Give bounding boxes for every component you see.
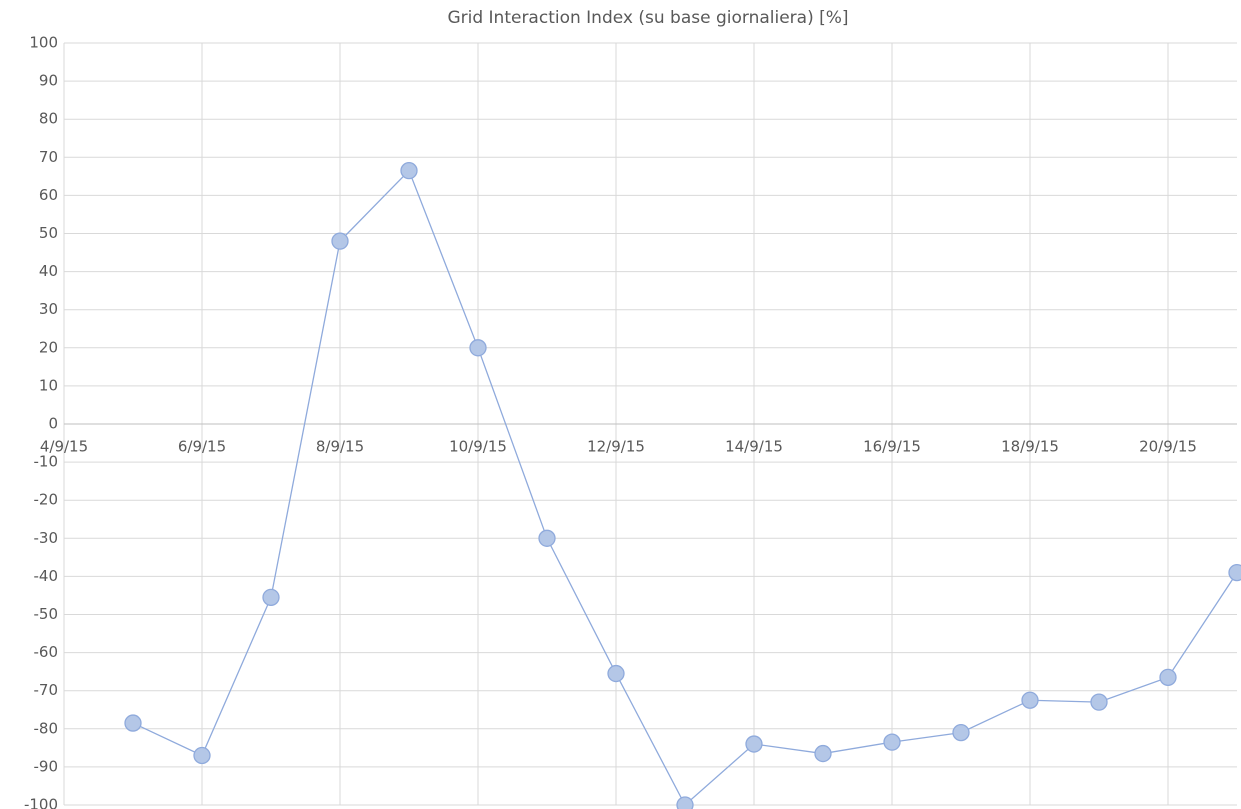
y-tick-label: 50 bbox=[39, 224, 58, 242]
y-tick-label: 30 bbox=[39, 300, 58, 318]
y-tick-label: -30 bbox=[34, 529, 59, 547]
x-tick-label: 18/9/15 bbox=[1001, 438, 1059, 456]
y-tick-label: 60 bbox=[39, 186, 58, 204]
y-tick-label: 100 bbox=[29, 34, 58, 52]
y-tick-label: 90 bbox=[39, 72, 58, 90]
marker bbox=[952, 723, 970, 742]
marker bbox=[262, 588, 280, 607]
y-tick-label: -100 bbox=[24, 796, 58, 809]
marker bbox=[607, 664, 625, 683]
marker bbox=[1228, 563, 1241, 582]
x-tick-label: 6/9/15 bbox=[178, 438, 226, 456]
y-tick-label: -50 bbox=[34, 605, 59, 623]
y-tick-label: 20 bbox=[39, 338, 58, 356]
marker bbox=[1090, 693, 1108, 711]
y-tick-label: -80 bbox=[34, 719, 59, 737]
x-tick-label: 8/9/15 bbox=[316, 438, 364, 456]
y-tick-label: 0 bbox=[48, 415, 58, 433]
marker bbox=[1021, 691, 1039, 709]
y-tick-label: 80 bbox=[39, 110, 58, 128]
marker bbox=[193, 746, 211, 765]
marker bbox=[745, 735, 763, 753]
marker bbox=[1159, 668, 1177, 687]
y-tick-label: -10 bbox=[34, 453, 59, 471]
x-tick-label: 10/9/15 bbox=[449, 438, 507, 456]
x-tick-label: 14/9/15 bbox=[725, 438, 783, 456]
y-tick-label: -20 bbox=[34, 491, 59, 509]
marker bbox=[469, 339, 487, 357]
y-tick-label: 10 bbox=[39, 376, 58, 394]
x-tick-label: 20/9/15 bbox=[1139, 438, 1197, 456]
y-tick-label: 70 bbox=[39, 148, 58, 166]
marker bbox=[538, 529, 556, 547]
x-tick-label: 12/9/15 bbox=[587, 438, 645, 456]
x-tick-label: 16/9/15 bbox=[863, 438, 921, 456]
y-tick-label: 40 bbox=[39, 262, 58, 280]
marker bbox=[883, 733, 901, 751]
marker bbox=[814, 744, 832, 763]
y-tick-label: -60 bbox=[34, 643, 59, 661]
marker bbox=[331, 232, 349, 250]
chart-title: Grid Interaction Index (su base giornali… bbox=[447, 8, 848, 28]
x-tick-label: 4/9/15 bbox=[40, 438, 88, 456]
marker bbox=[400, 161, 418, 180]
marker bbox=[676, 796, 694, 809]
y-tick-label: -90 bbox=[34, 757, 59, 775]
y-tick-label: -70 bbox=[34, 681, 59, 699]
y-tick-label: -40 bbox=[34, 567, 59, 585]
series-line bbox=[132, 169, 1238, 807]
marker bbox=[124, 714, 142, 732]
